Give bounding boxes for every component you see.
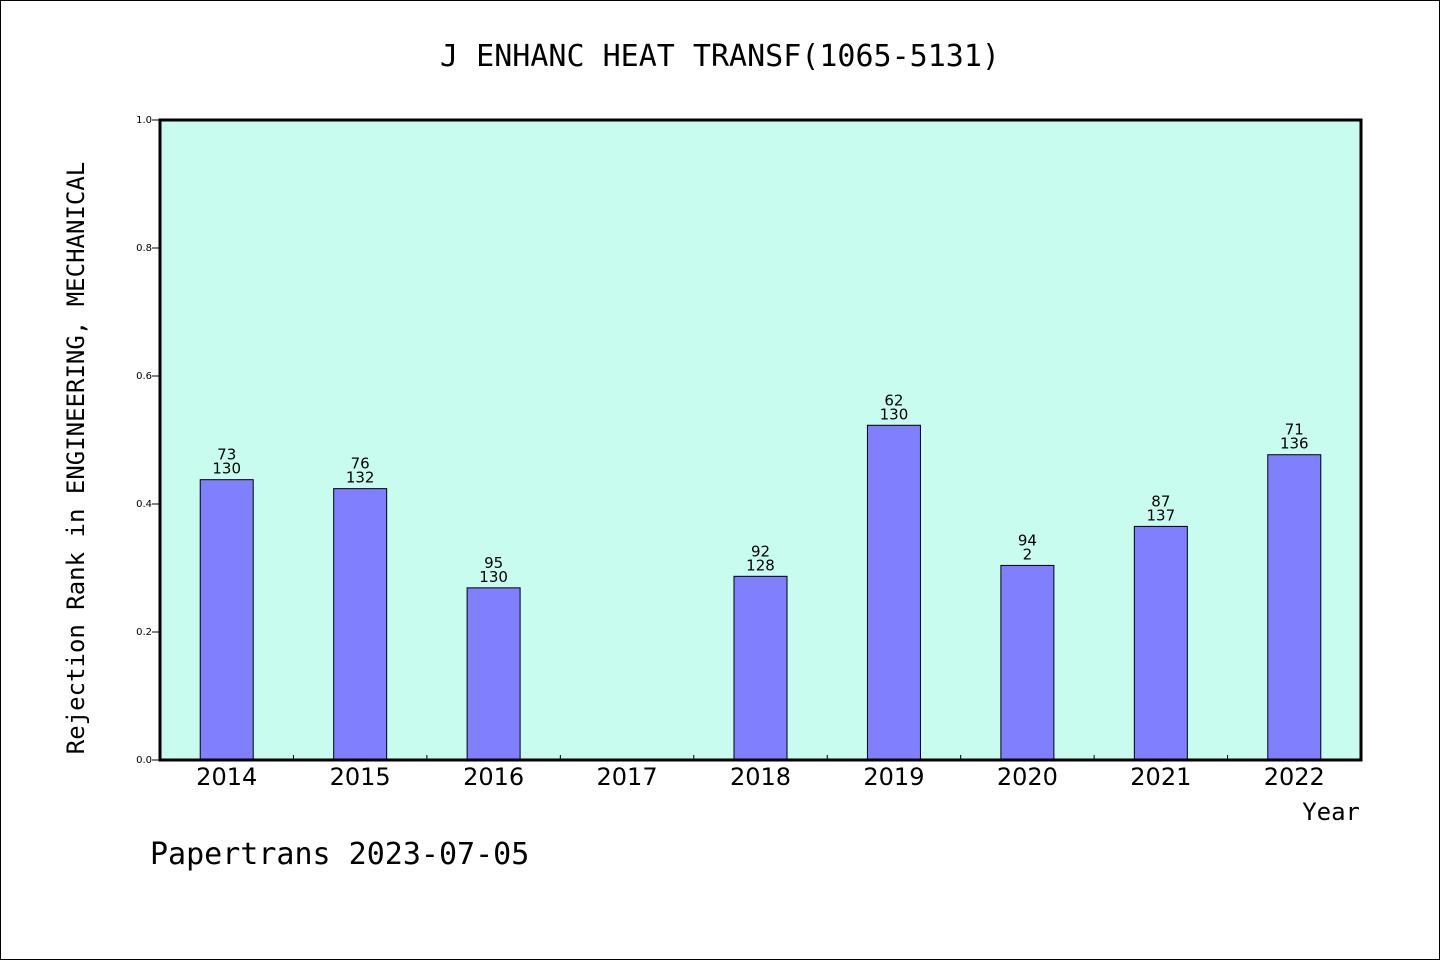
bar-label-top: 76 xyxy=(351,455,370,473)
bar-2016 xyxy=(466,587,521,761)
y-tick-label: 0.0 xyxy=(136,755,152,766)
bar-label-top: 87 xyxy=(1151,492,1170,510)
x-tick-label: 2022 xyxy=(1264,763,1325,791)
bar-label-bottom: 128 xyxy=(746,556,775,574)
bar-label-top: 94 xyxy=(1018,531,1037,549)
bar-2015 xyxy=(333,488,388,761)
bar-label-top: 73 xyxy=(217,446,236,464)
chart-title: J ENHANC HEAT TRANSF(1065-5131) xyxy=(440,39,1000,74)
bar-2022 xyxy=(1267,454,1322,761)
x-axis: 2014 2015 2016 2017 2018 2019 2020 2021 2022 xyxy=(196,755,1325,791)
x-tick-label: 2015 xyxy=(330,763,391,791)
y-axis-label: Rejection Rank in ENGINEERING, MECHANICA… xyxy=(62,162,90,754)
bars-layer xyxy=(199,424,1322,761)
bar-label-bottom: 130 xyxy=(479,568,508,586)
bar-2018 xyxy=(733,575,788,761)
bar-label-top: 62 xyxy=(884,391,903,409)
bar-label-top: 92 xyxy=(751,542,770,560)
x-tick-label: 2021 xyxy=(1130,763,1191,791)
bar-label-bottom: 130 xyxy=(880,405,909,423)
bar-2021 xyxy=(1133,525,1188,761)
y-tick-label: 0.2 xyxy=(136,627,152,638)
x-tick-label: 2020 xyxy=(997,763,1058,791)
bar-label-bottom: 130 xyxy=(212,460,241,478)
x-axis-label: Year xyxy=(1302,798,1360,826)
y-tick-label: 0.6 xyxy=(136,371,152,382)
y-tick-label: 0.8 xyxy=(136,243,152,254)
bar-label-bottom: 137 xyxy=(1147,506,1176,524)
bar-label-top: 95 xyxy=(484,554,503,572)
y-axis: 0.0 0.2 0.4 0.6 0.8 1.0 xyxy=(136,115,160,766)
bar-label-top: 71 xyxy=(1285,421,1304,439)
x-tick-label: 2014 xyxy=(196,763,257,791)
x-tick-label: 2018 xyxy=(730,763,791,791)
bar-label-bottom: 136 xyxy=(1280,435,1309,453)
plot-border xyxy=(158,118,1363,762)
x-tick-label: 2017 xyxy=(597,763,658,791)
x-tick-label: 2016 xyxy=(463,763,524,791)
x-tick-label: 2019 xyxy=(863,763,924,791)
bar-label-bottom: 2 xyxy=(1023,545,1033,563)
bar-2014 xyxy=(199,479,254,761)
bar-2019 xyxy=(866,424,921,761)
footer-credit: Papertrans 2023-07-05 xyxy=(150,837,529,872)
bar-2020 xyxy=(1000,564,1055,761)
bar-label-bottom: 132 xyxy=(346,469,375,487)
y-tick-label: 0.4 xyxy=(136,499,152,510)
y-tick-label: 1.0 xyxy=(136,115,152,126)
